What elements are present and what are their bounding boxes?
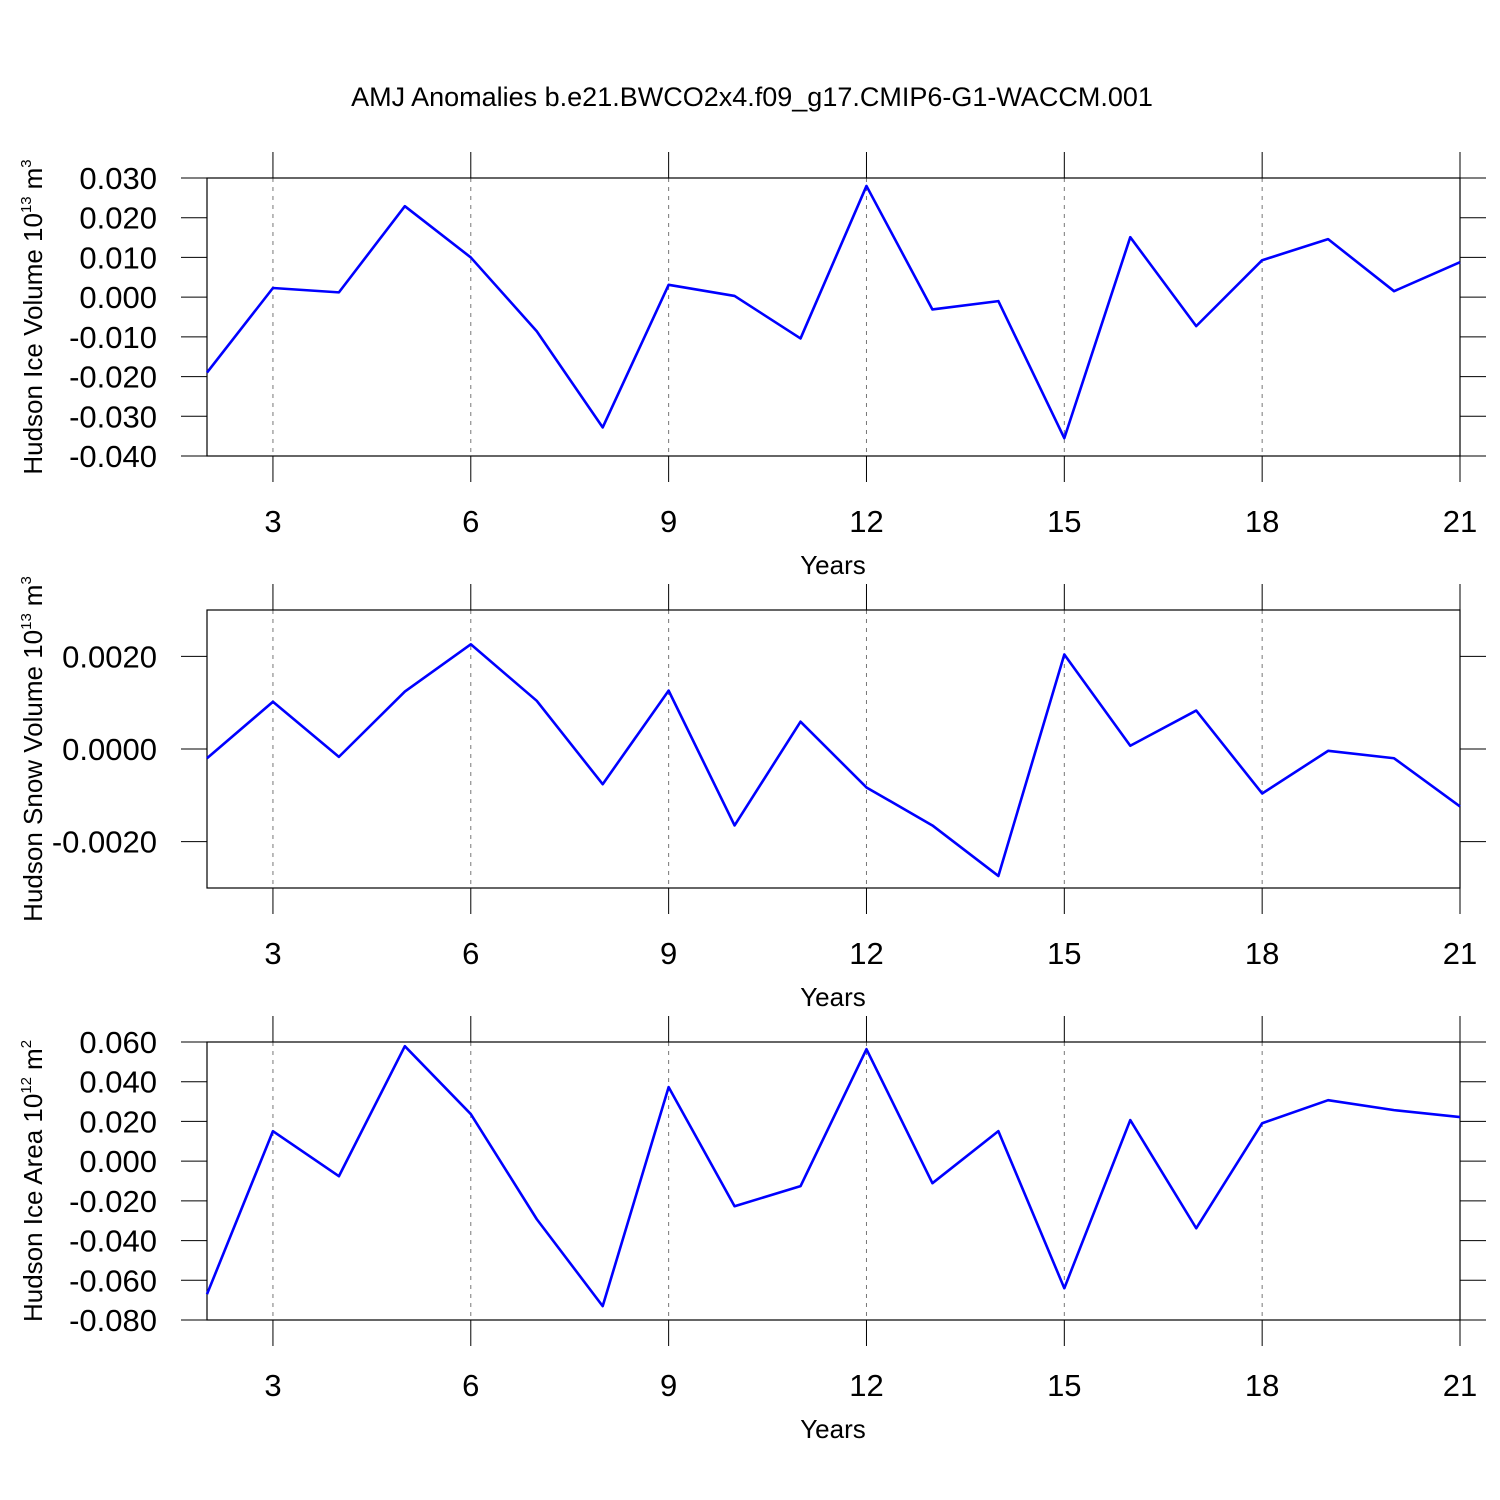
y-axis-label-exponent: 12: [18, 1077, 35, 1094]
y-axis-label-unit: m: [18, 1048, 48, 1070]
y-tick-label: -0.0020: [52, 825, 157, 860]
x-axis-label: Years: [800, 550, 866, 580]
x-tick-label: 12: [849, 936, 883, 971]
x-tick-label: 21: [1443, 936, 1477, 971]
x-tick-label: 6: [462, 936, 479, 971]
x-tick-label: 6: [462, 504, 479, 539]
plot-frame: [206, 609, 1461, 889]
x-tick-label: 3: [264, 1368, 281, 1403]
y-tick-label: 0.020: [79, 201, 157, 236]
y-tick-label: 0.040: [79, 1065, 157, 1100]
y-axis-label-unit-exponent: 3: [18, 576, 35, 584]
plot-frame: [206, 177, 1461, 457]
y-tick-label: -0.060: [69, 1263, 157, 1298]
y-tick-label: 0.030: [79, 161, 157, 196]
x-tick-label: 18: [1245, 504, 1279, 539]
x-tick-label: 9: [660, 936, 677, 971]
x-tick-label: 9: [660, 504, 677, 539]
x-tick-label: 6: [462, 1368, 479, 1403]
y-tick-label: 0.0020: [62, 639, 157, 674]
y-axis-label-unit-exponent: 2: [18, 1040, 35, 1048]
data-line: [205, 1044, 1461, 1308]
y-tick-label: 0.020: [79, 1104, 157, 1139]
y-axis-label-exponent: 13: [18, 196, 35, 213]
y-tick-label: -0.010: [69, 320, 157, 355]
y-tick-label: -0.020: [69, 1184, 157, 1219]
x-axis-label: Years: [800, 1414, 866, 1444]
y-axis-label-unit-exponent: 3: [18, 159, 35, 167]
y-axis-label: Hudson Ice Volume 1013 m3: [18, 159, 48, 474]
chart-title: AMJ Anomalies b.e21.BWCO2x4.f09_g17.CMIP…: [351, 82, 1153, 112]
y-tick-label: -0.040: [69, 1224, 157, 1259]
plot-frame: [206, 1041, 1461, 1321]
x-tick-label: 3: [264, 936, 281, 971]
y-axis-label-unit: m: [18, 585, 48, 607]
data-line: [205, 184, 1461, 440]
x-tick-label: 21: [1443, 1368, 1477, 1403]
x-tick-label: 21: [1443, 504, 1477, 539]
y-axis-label-text: Hudson Ice Volume 10: [18, 213, 48, 475]
x-tick-label: 15: [1047, 936, 1081, 971]
x-tick-label: 18: [1245, 936, 1279, 971]
x-tick-label: 15: [1047, 504, 1081, 539]
y-tick-label: 0.0000: [62, 732, 157, 767]
y-axis-label: Hudson Snow Volume 1013 m3: [18, 576, 48, 922]
x-tick-label: 18: [1245, 1368, 1279, 1403]
x-tick-label: 12: [849, 504, 883, 539]
x-tick-label: 9: [660, 1368, 677, 1403]
y-tick-label: -0.020: [69, 360, 157, 395]
y-tick-label: -0.040: [69, 439, 157, 474]
y-tick-label: 0.000: [79, 280, 157, 315]
x-tick-label: 12: [849, 1368, 883, 1403]
x-axis-label: Years: [800, 982, 866, 1012]
y-tick-label: 0.060: [79, 1025, 157, 1060]
y-tick-label: -0.030: [69, 399, 157, 434]
y-axis-label-unit: m: [18, 168, 48, 190]
y-axis-label-text: Hudson Snow Volume 10: [18, 630, 48, 922]
y-tick-label: -0.080: [69, 1303, 157, 1338]
x-tick-label: 3: [264, 504, 281, 539]
y-axis-label-exponent: 13: [18, 613, 35, 630]
y-tick-label: 0.010: [79, 240, 157, 275]
y-tick-label: 0.000: [79, 1144, 157, 1179]
y-axis-label: Hudson Ice Area 1012 m2: [18, 1040, 48, 1322]
x-tick-label: 15: [1047, 1368, 1081, 1403]
y-axis-label-text: Hudson Ice Area 10: [18, 1094, 48, 1322]
data-line: [206, 642, 1461, 878]
